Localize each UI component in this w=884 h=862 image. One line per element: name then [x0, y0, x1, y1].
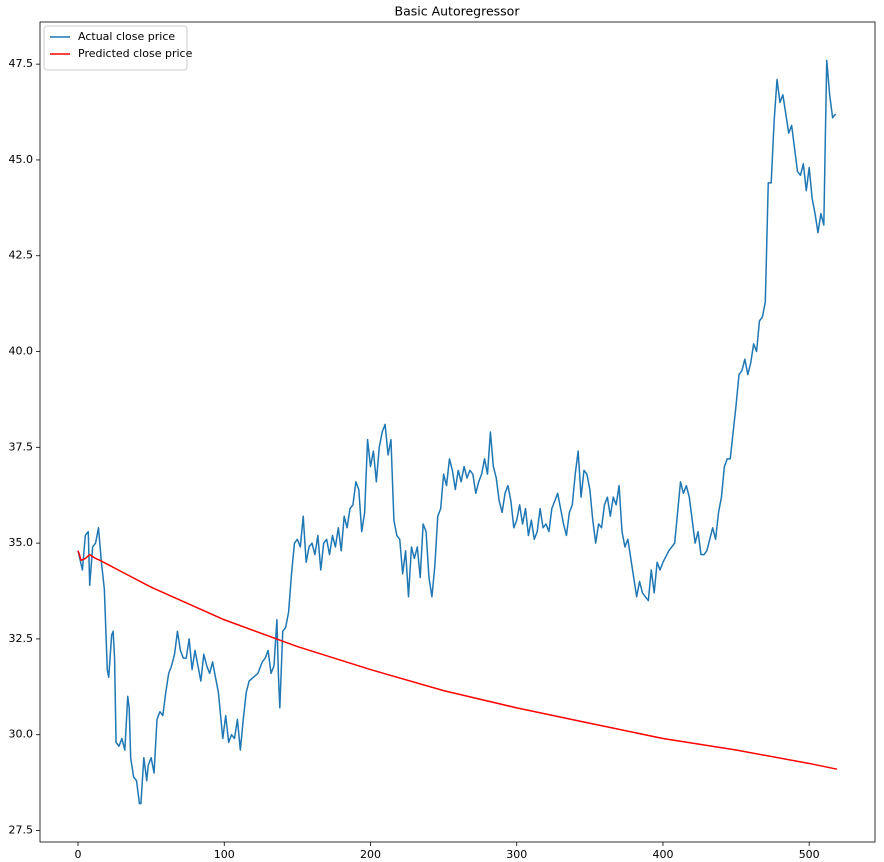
y-tick-label: 27.5	[9, 824, 34, 837]
legend-label: Actual close price	[78, 30, 175, 43]
series-line	[77, 550, 838, 770]
series-line	[77, 59, 837, 805]
x-tick-label: 400	[652, 848, 673, 861]
x-tick-label: 500	[799, 848, 820, 861]
chart-title: Basic Autoregressor	[395, 4, 521, 19]
x-tick-label: 300	[506, 848, 527, 861]
legend-label: Predicted close price	[78, 47, 193, 60]
y-tick-label: 47.5	[9, 57, 34, 70]
legend-box	[43, 25, 188, 71]
y-tick-label: 42.5	[9, 249, 34, 262]
y-tick-label: 40.0	[9, 345, 34, 358]
x-tick-label: 100	[214, 848, 235, 861]
legend: Actual close price Predicted close price	[43, 25, 193, 71]
y-tick-label: 30.0	[9, 728, 34, 741]
x-tick-label: 200	[360, 848, 381, 861]
y-tick-label: 37.5	[9, 440, 34, 453]
y-tick-label: 35.0	[9, 536, 34, 549]
x-tick-label: 0	[75, 848, 82, 861]
y-tick-label: 32.5	[9, 632, 34, 645]
y-tick-label: 45.0	[9, 153, 34, 166]
axes-frame	[39, 21, 876, 843]
